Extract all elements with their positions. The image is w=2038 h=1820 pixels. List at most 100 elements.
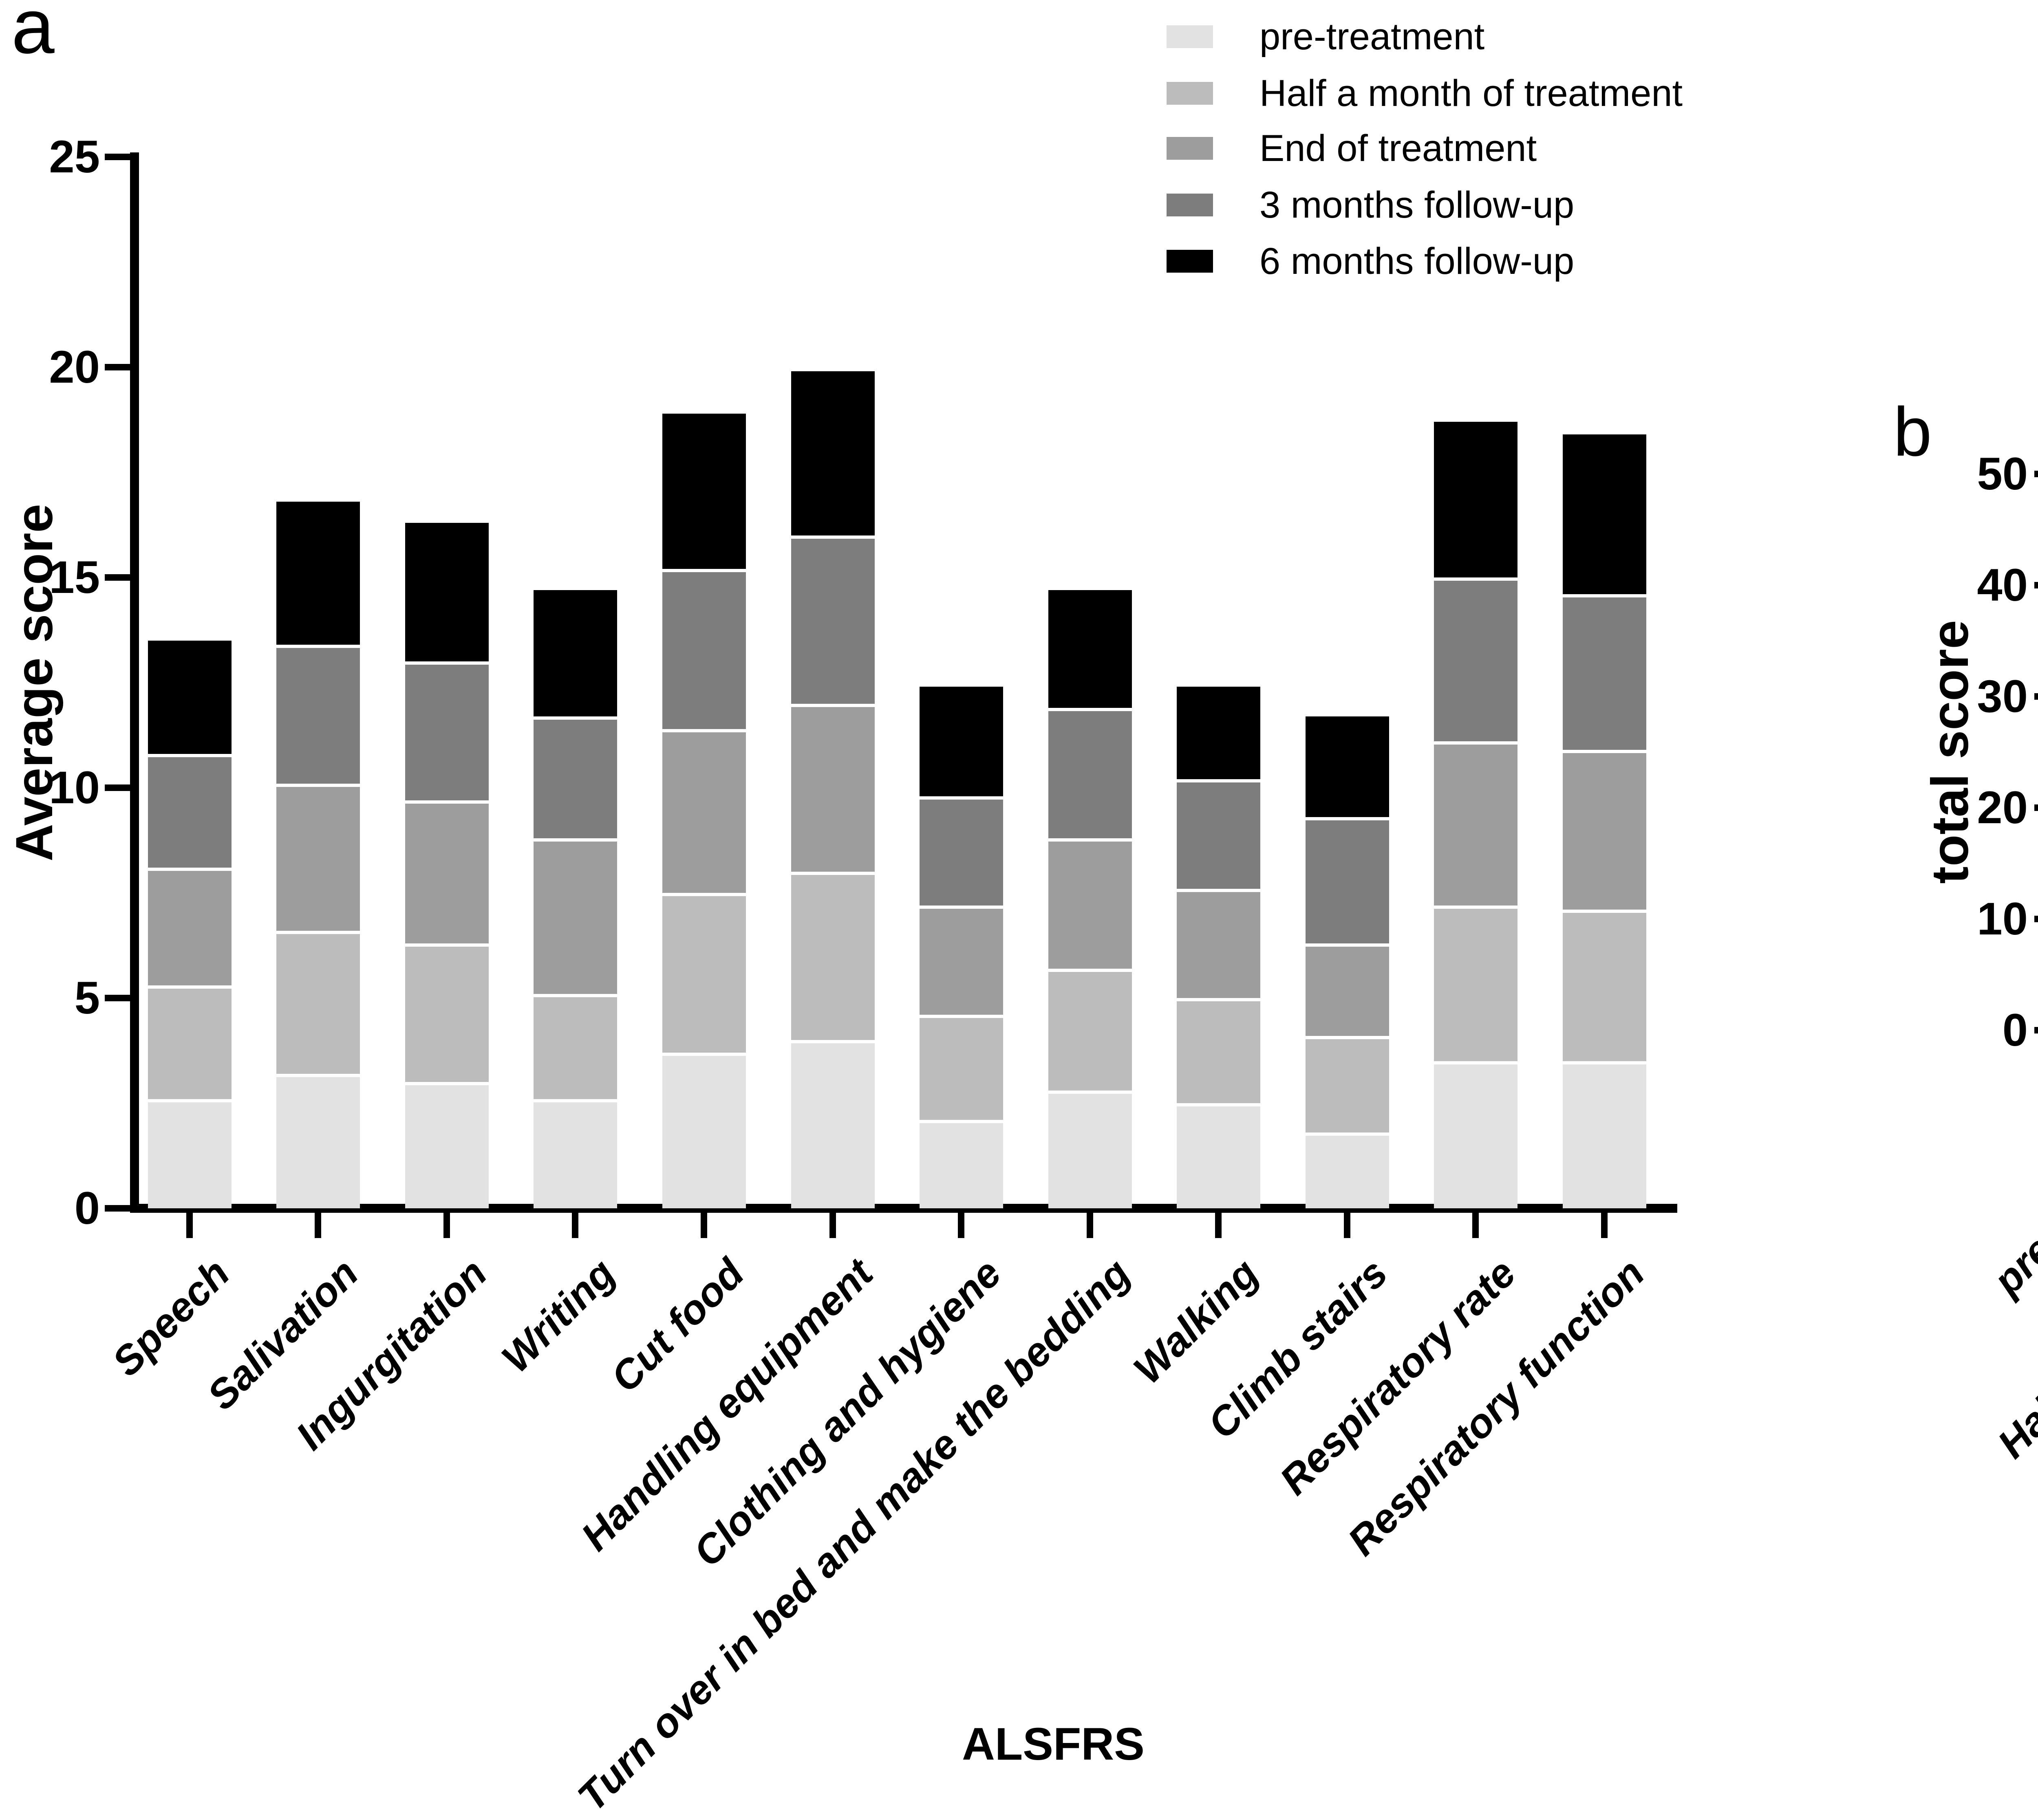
y-axis-tick xyxy=(105,154,130,160)
y-tick-label: 40 xyxy=(1977,560,2028,610)
x-axis-tick xyxy=(443,1213,450,1238)
category-label: Writing xyxy=(493,1250,624,1382)
panel-b-letter: b xyxy=(1893,393,1932,471)
y-tick-label: 5 xyxy=(74,972,100,1023)
x-axis-tick xyxy=(958,1213,964,1238)
legend-label: pre-treatment xyxy=(1259,16,1485,57)
x-axis-tick xyxy=(1344,1213,1350,1238)
category-label: pre-treatment xyxy=(1984,1085,2038,1304)
y-tick-label: 50 xyxy=(1977,448,2028,499)
x-axis-tick xyxy=(186,1213,193,1238)
bar-segment xyxy=(1305,1136,1389,1208)
legend-swatch xyxy=(1167,25,1213,48)
bar-segment xyxy=(1048,972,1132,1091)
bar-segment xyxy=(1176,782,1260,889)
bar-segment xyxy=(662,896,746,1053)
y-tick-label: 0 xyxy=(74,1183,100,1234)
bar-segment xyxy=(1562,597,1646,750)
y-axis-tick xyxy=(2034,582,2038,588)
bar-segment xyxy=(1305,820,1389,943)
y-axis-tick xyxy=(2034,1027,2038,1033)
figure-canvas: { "panel_a": { "panel_label": "a", "y_ax… xyxy=(5,0,2038,1820)
panel-a-x-axis-line xyxy=(130,1204,1677,1213)
y-tick-label: 0 xyxy=(2002,1005,2028,1055)
bar-segment xyxy=(662,1056,746,1208)
bar-segment xyxy=(276,787,360,931)
bar-segment xyxy=(919,799,1003,906)
bar-segment xyxy=(662,572,746,729)
bar-segment xyxy=(1562,753,1646,910)
bar-segment xyxy=(919,908,1003,1015)
legend-swatch xyxy=(1167,137,1213,160)
bar-segment xyxy=(148,989,232,1099)
bar-segment xyxy=(1048,711,1132,838)
bar-segment xyxy=(919,1018,1003,1120)
x-axis-tick xyxy=(315,1213,321,1238)
bar-segment xyxy=(533,590,617,716)
bar-segment xyxy=(1176,1106,1260,1208)
bar-segment xyxy=(1562,1064,1646,1208)
bar-segment xyxy=(1562,913,1646,1061)
bar-segment xyxy=(1434,745,1517,906)
y-axis-tick xyxy=(2034,471,2038,477)
bar-segment xyxy=(662,732,746,893)
bar-segment xyxy=(791,371,875,535)
bar-segment xyxy=(405,1085,489,1208)
legend-label: Half a month of treatment xyxy=(1259,73,1683,114)
bar-segment xyxy=(533,841,617,994)
legend-label: 6 months follow-up xyxy=(1259,240,1575,282)
bar-segment xyxy=(405,522,489,662)
y-tick-label: 10 xyxy=(1977,893,2028,944)
panel-a-y-axis-title: Average score xyxy=(5,504,64,862)
x-axis-tick xyxy=(1472,1213,1479,1238)
bar-segment xyxy=(276,648,360,784)
bar-segment xyxy=(533,997,617,1099)
legend-label: End of treatment xyxy=(1259,128,1537,169)
bar-segment xyxy=(1176,892,1260,998)
panel-a-letter: a xyxy=(11,0,55,70)
y-tick-label: 30 xyxy=(1977,671,2028,722)
bar-segment xyxy=(791,875,875,1040)
y-axis-tick xyxy=(105,784,130,791)
legend-label: 3 months follow-up xyxy=(1259,184,1575,226)
bar-segment xyxy=(276,934,360,1074)
bar-segment xyxy=(276,502,360,645)
y-tick-label: 25 xyxy=(49,131,100,182)
bar-segment xyxy=(791,538,875,704)
x-axis-tick xyxy=(1215,1213,1222,1238)
bar-segment xyxy=(533,719,617,838)
x-axis-tick xyxy=(572,1213,578,1238)
x-axis-tick xyxy=(701,1213,707,1238)
legend-swatch xyxy=(1167,250,1213,273)
y-tick-label: 10 xyxy=(49,762,100,813)
bar-segment xyxy=(148,640,232,754)
panel-a-y-axis-line xyxy=(130,152,139,1213)
bar-segment xyxy=(1048,1094,1132,1208)
bar-segment xyxy=(791,1043,875,1208)
y-axis-tick xyxy=(2034,916,2038,922)
bar-segment xyxy=(148,871,232,986)
y-tick-label: 20 xyxy=(49,342,100,392)
y-axis-tick xyxy=(2034,804,2038,811)
y-axis-tick xyxy=(105,364,130,370)
y-tick-label: 15 xyxy=(49,552,100,603)
bar-segment xyxy=(1562,434,1646,595)
x-axis-tick xyxy=(1087,1213,1093,1238)
y-axis-tick xyxy=(2034,693,2038,700)
bar-segment xyxy=(276,1077,360,1208)
legend-swatch xyxy=(1167,194,1213,216)
bar-segment xyxy=(1434,422,1517,577)
x-axis-tick xyxy=(1601,1213,1608,1238)
bar-segment xyxy=(1176,1001,1260,1103)
y-axis-tick xyxy=(105,1205,130,1212)
bar-segment xyxy=(919,687,1003,796)
y-axis-tick xyxy=(105,995,130,1001)
bar-segment xyxy=(1048,841,1132,969)
category-label: Speech xyxy=(104,1250,238,1385)
bar-segment xyxy=(533,1102,617,1208)
bar-segment xyxy=(1434,581,1517,742)
bar-segment xyxy=(1305,946,1389,1036)
bar-segment xyxy=(405,803,489,943)
bar-segment xyxy=(1305,1039,1389,1133)
category-label: Respiratory rate xyxy=(1271,1250,1524,1504)
